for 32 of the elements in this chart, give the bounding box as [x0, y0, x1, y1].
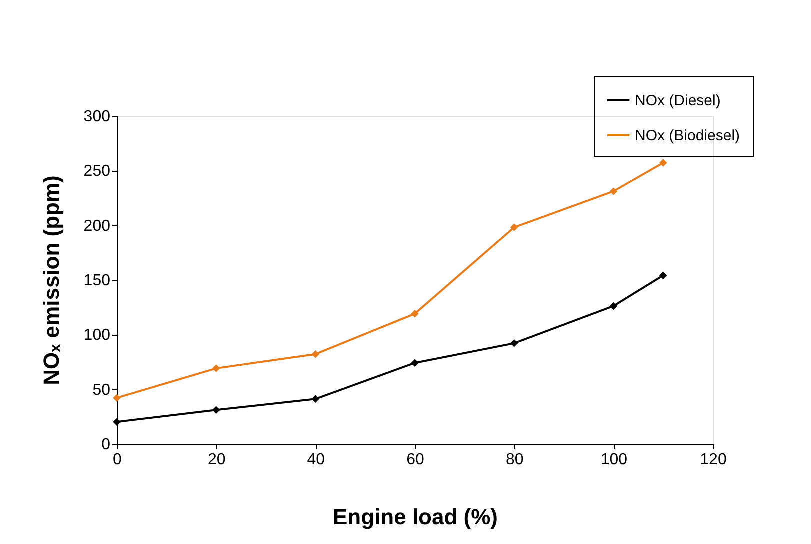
x-tick-label: 20 — [208, 452, 226, 468]
y-tick-label: 0 — [102, 436, 111, 454]
y-tick-label: 50 — [92, 382, 111, 399]
x-axis-title: Engine load (%) — [333, 504, 498, 530]
y-tick-label: 150 — [84, 272, 111, 290]
point — [312, 395, 320, 404]
y-tick-label: 300 — [84, 108, 111, 126]
y-axis-title: NOₓ emission (ppm) — [38, 176, 64, 386]
point — [212, 406, 220, 414]
point — [659, 159, 668, 167]
point — [312, 350, 320, 358]
y-tick-label: 250 — [84, 163, 111, 180]
y-tick-label: 200 — [84, 218, 111, 235]
point — [610, 302, 618, 310]
point — [610, 188, 618, 196]
x-tick-label: 100 — [600, 452, 628, 468]
point — [113, 418, 121, 426]
legend-label: NOx (Diesel) — [635, 92, 721, 110]
point — [510, 340, 518, 348]
x-tick-label: 40 — [307, 452, 326, 468]
legend-label: NOx (Biodiesel) — [635, 128, 740, 144]
point — [659, 272, 668, 280]
point — [113, 394, 121, 402]
y-tick-label: 100 — [84, 327, 111, 344]
point — [510, 224, 518, 232]
x-tick-label: 0 — [113, 452, 122, 468]
point — [212, 364, 220, 372]
point — [411, 310, 419, 318]
x-tick-label: 80 — [506, 452, 524, 468]
x-tick-label: 60 — [406, 452, 424, 468]
x-tick-label: 120 — [700, 452, 727, 468]
point — [411, 359, 419, 367]
